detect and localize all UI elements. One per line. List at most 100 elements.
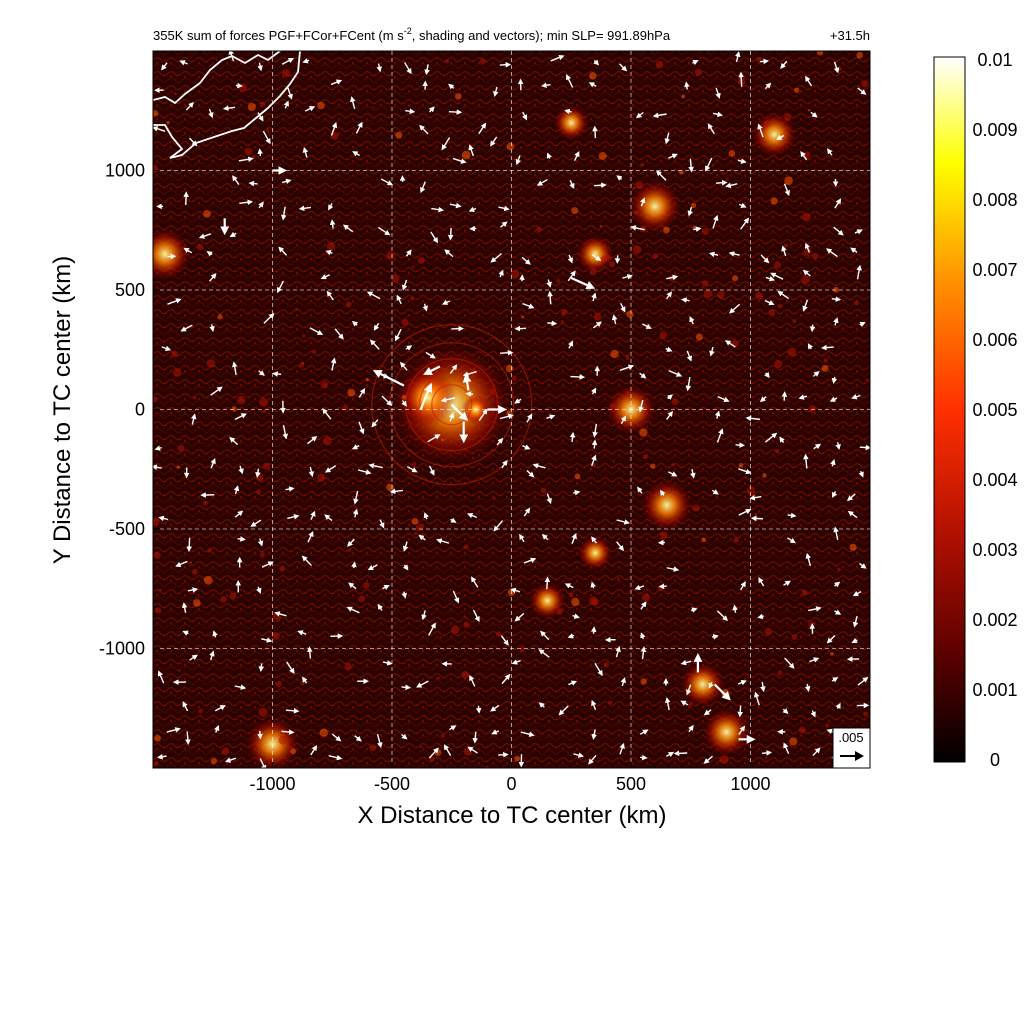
heatmap-speckle	[719, 755, 729, 765]
heatmap-speckle	[510, 269, 520, 279]
force-vector	[590, 626, 597, 634]
force-vector	[522, 444, 531, 450]
force-vector	[231, 361, 238, 376]
force-vector	[448, 412, 455, 422]
force-vector	[153, 126, 166, 132]
heatmap-speckle	[395, 131, 403, 139]
heatmap-speckle	[609, 403, 617, 411]
force-vector	[382, 584, 390, 590]
force-vector	[830, 459, 836, 467]
heatmap-speckle	[775, 448, 780, 454]
force-vector	[567, 340, 574, 349]
heatmap-speckle	[655, 60, 664, 69]
force-vector	[573, 150, 580, 161]
heatmap-speckle	[419, 745, 423, 748]
heatmap-speckle	[317, 101, 325, 110]
force-vector	[760, 681, 766, 693]
heatmap-speckle	[153, 396, 158, 402]
heatmap-speckle	[461, 670, 470, 679]
heatmap-speckle	[342, 404, 349, 411]
force-vector	[496, 437, 504, 446]
reference-vector-label: .005	[838, 730, 863, 745]
force-vector	[716, 428, 724, 443]
force-vector	[835, 702, 841, 709]
force-vector	[712, 214, 719, 229]
force-vector	[620, 677, 627, 687]
force-vector	[564, 108, 572, 115]
heatmap-speckle	[262, 409, 266, 413]
force-vector	[250, 519, 262, 527]
heatmap-speckle	[640, 162, 644, 167]
y-tick-label: 1000	[105, 161, 145, 181]
force-vector	[401, 733, 408, 740]
force-vector	[198, 233, 212, 239]
force-vector	[157, 670, 165, 684]
force-vector	[666, 751, 675, 758]
force-vector	[287, 514, 300, 520]
force-vector	[712, 111, 723, 118]
heatmap-speckle	[210, 758, 217, 765]
force-vector	[257, 538, 264, 547]
heatmap-speckle	[625, 390, 632, 397]
force-vector	[158, 515, 169, 522]
heatmap-speckle	[446, 158, 449, 161]
force-vector	[521, 256, 531, 265]
force-vector	[500, 635, 509, 646]
force-vector	[658, 583, 667, 590]
force-vector	[852, 590, 862, 597]
heatmap-speckle	[777, 670, 783, 676]
heatmap-speckle	[625, 355, 630, 360]
heatmap-hotspot	[399, 368, 457, 427]
force-vector	[664, 132, 670, 145]
heatmap-speckle	[275, 681, 282, 688]
force-vector	[847, 510, 858, 519]
force-vector	[737, 705, 744, 718]
heatmap-speckle	[808, 621, 815, 629]
force-vector	[175, 560, 188, 567]
force-vector	[490, 704, 500, 712]
force-vector	[664, 697, 671, 711]
force-vector	[441, 137, 451, 151]
force-vector	[229, 231, 237, 238]
force-vector	[689, 316, 695, 325]
heatmap-hotspot	[575, 234, 615, 274]
force-vector	[353, 490, 359, 505]
heatmap-speckle	[728, 150, 736, 157]
force-vector	[798, 394, 808, 400]
force-vector	[235, 82, 243, 89]
force-vector	[379, 519, 385, 529]
force-vector	[686, 350, 693, 362]
force-vector	[859, 321, 866, 327]
reference-vector-box	[832, 727, 871, 769]
force-vector	[381, 373, 390, 379]
force-vector	[688, 158, 694, 173]
force-vector	[239, 199, 254, 206]
force-vector	[515, 155, 521, 166]
force-vector	[538, 649, 550, 658]
heatmap-speckle	[434, 749, 442, 756]
force-vector	[406, 465, 418, 473]
heatmap-speckle	[863, 711, 869, 717]
force-vector	[728, 303, 741, 314]
force-vector	[234, 510, 244, 518]
reference-vector: .005	[832, 727, 871, 769]
force-vector	[443, 744, 452, 756]
force-vector	[857, 677, 869, 686]
force-vector	[783, 742, 790, 754]
force-vector	[428, 747, 439, 759]
force-vector	[854, 229, 863, 235]
force-vector	[232, 175, 240, 185]
heatmap-speckle	[259, 397, 268, 407]
force-vector	[523, 507, 531, 517]
force-vector	[705, 157, 713, 172]
force-vector	[187, 587, 199, 593]
heatmap-speckle	[574, 473, 581, 480]
force-vector	[475, 705, 482, 714]
force-vector	[547, 290, 553, 305]
force-vector	[573, 752, 585, 758]
force-vector	[569, 179, 575, 190]
force-vector	[717, 395, 730, 403]
force-vector	[274, 611, 287, 617]
heatmap-speckle	[640, 678, 647, 685]
force-vector	[428, 106, 435, 113]
